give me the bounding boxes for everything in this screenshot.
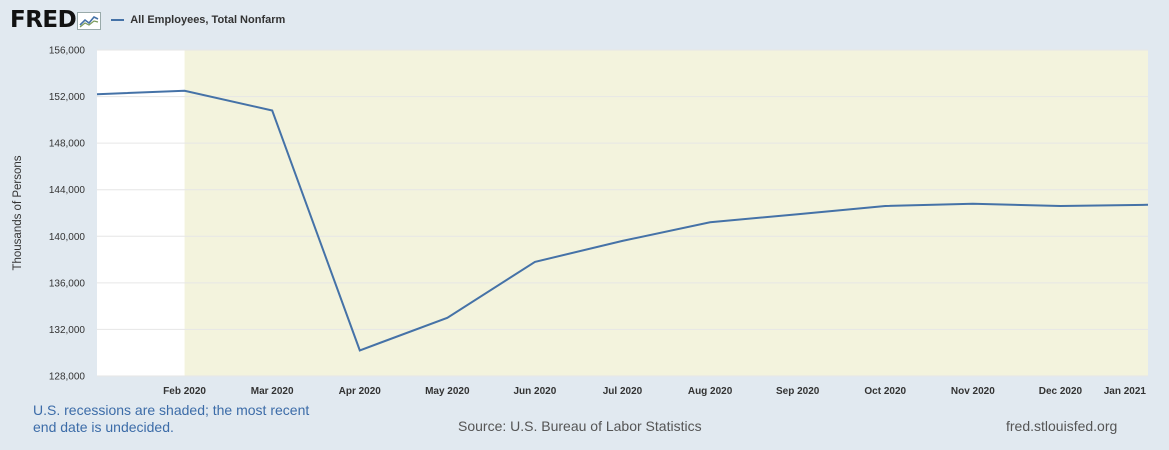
recession-note: U.S. recessions are shaded; the most rec… — [33, 402, 310, 435]
x-tick-label: Jan 2021 — [1104, 386, 1147, 397]
series-line — [96, 89, 1149, 352]
x-axis-ticks: Feb 2020 Mar 2020 Apr 2020 May 2020 Jun 2020… — [163, 386, 1146, 397]
recession-shade — [184, 50, 1149, 376]
fred-chart-logo-icon — [77, 12, 102, 30]
y-tick-label: 136,000 — [49, 278, 86, 289]
chart: 128,000 132,000 136,000 140,000 144,000 148,0… — [49, 46, 1149, 397]
legend-label: All Employees, Total Nonfarm — [130, 14, 286, 26]
y-tick-label: 144,000 — [49, 185, 86, 196]
y-tick-label: 148,000 — [49, 139, 86, 150]
x-tick-label: Feb 2020 — [163, 386, 206, 397]
x-tick-label: Jun 2020 — [514, 386, 557, 397]
source-text: Source: U.S. Bureau of Labor Statistics — [458, 418, 702, 434]
legend: All Employees, Total Nonfarm — [111, 14, 285, 26]
x-tick-label: Dec 2020 — [1039, 386, 1083, 397]
header: FRED All Employees, Total Nonfarm — [10, 6, 285, 34]
x-tick-label: May 2020 — [425, 386, 470, 397]
x-tick-label: Sep 2020 — [776, 386, 820, 397]
fred-url-link[interactable]: fred.stlouisfed.org — [1006, 418, 1118, 434]
y-tick-label: 152,000 — [49, 92, 86, 103]
gridlines — [97, 49, 1148, 377]
legend-swatch — [111, 19, 125, 21]
x-tick-label: Aug 2020 — [688, 386, 733, 397]
y-tick-label: 140,000 — [49, 232, 86, 243]
x-tick-label: Apr 2020 — [339, 386, 382, 397]
x-tick-label: Oct 2020 — [864, 386, 906, 397]
y-axis-ticks: 128,000 132,000 136,000 140,000 144,000 148,0… — [49, 46, 86, 383]
x-tick-label: Nov 2020 — [951, 386, 995, 397]
x-tick-label: Mar 2020 — [251, 386, 294, 397]
fred-logo[interactable]: FRED — [10, 7, 77, 33]
y-tick-label: 156,000 — [49, 46, 86, 57]
y-tick-label: 132,000 — [49, 325, 86, 336]
x-tick-label: Jul 2020 — [603, 386, 643, 397]
y-tick-label: 128,000 — [49, 372, 86, 383]
